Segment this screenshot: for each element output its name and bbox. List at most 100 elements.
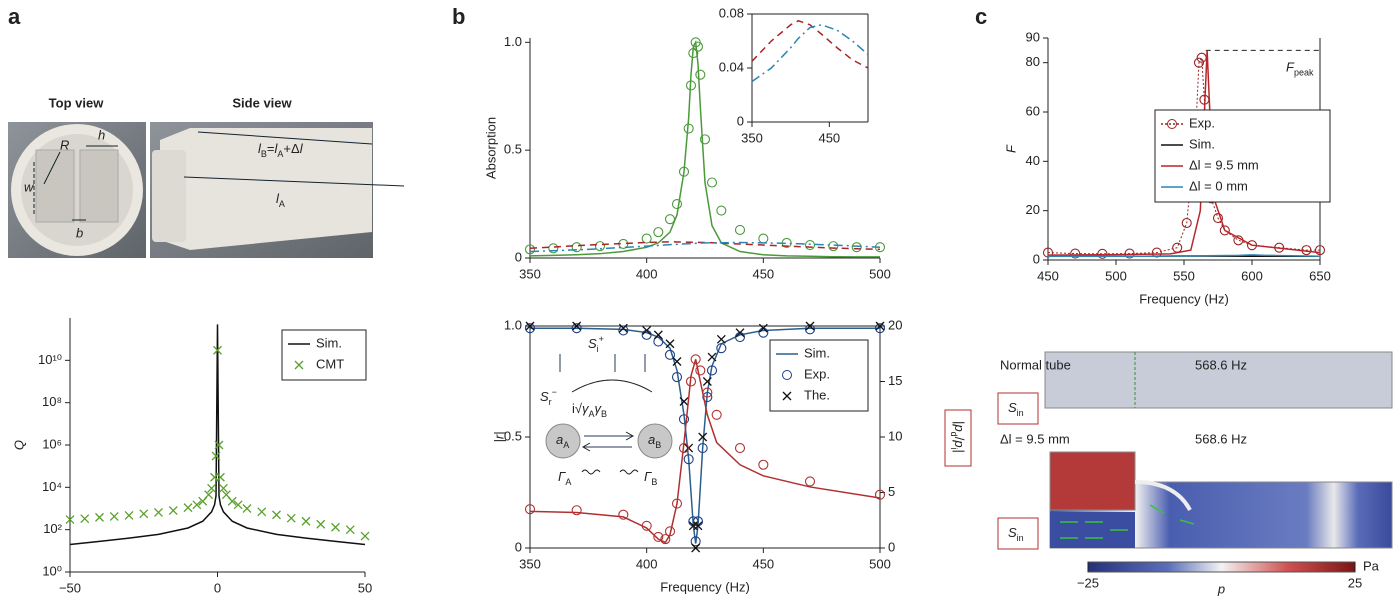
marker [804, 324, 816, 335]
marker [211, 451, 221, 461]
marker [875, 321, 885, 331]
y-tick-label: 0 [1033, 251, 1040, 266]
marker [734, 443, 746, 454]
field-label: Sin [1008, 525, 1024, 543]
marker [95, 512, 104, 522]
marker [571, 323, 582, 334]
label-part: S [1008, 400, 1017, 415]
diagram-label: Sr− [540, 387, 557, 407]
legend-swatch [782, 370, 792, 380]
x-tick-label: 500 [1105, 268, 1127, 283]
y-tick-label: 0 [515, 249, 522, 264]
series-line [69, 324, 366, 546]
x-tick-label: 550 [1173, 268, 1195, 283]
legend-box [769, 339, 869, 412]
x-tick-label: 450 [1037, 268, 1059, 283]
marker [716, 205, 727, 216]
y-tick-label: 10⁶ [42, 436, 62, 451]
marker [594, 241, 606, 252]
marker [524, 504, 536, 515]
marker [679, 397, 689, 406]
marker [699, 134, 711, 145]
label-part: A [279, 199, 285, 209]
marker [1314, 245, 1326, 256]
marker [301, 516, 311, 526]
x-tick-label: 400 [636, 266, 658, 281]
legend-box [1154, 109, 1331, 203]
marker [653, 531, 664, 542]
legend-swatch [294, 360, 304, 370]
series-line [1047, 50, 1321, 256]
label-part: γ [582, 401, 590, 416]
y-tick-label: 0.08 [719, 5, 744, 20]
marker [672, 357, 682, 366]
x-tick-label: 0 [214, 580, 221, 595]
label-part: | [952, 450, 967, 453]
y-axis-label: Q [11, 440, 26, 450]
series-line [529, 39, 880, 258]
photo-label: w [24, 179, 35, 194]
y-tick-label: 10⁴ [42, 479, 62, 494]
marker [695, 365, 706, 376]
x-tick-label: 650 [1309, 268, 1331, 283]
marker [204, 490, 214, 500]
marker [707, 352, 717, 362]
label-part: l [276, 191, 280, 206]
legend-label: Sim. [1189, 136, 1215, 151]
panel-label: b [452, 4, 465, 29]
marker [286, 513, 296, 523]
side-view-photo [150, 122, 405, 258]
diagram-label: i√γAγB [572, 401, 607, 419]
marker [874, 323, 886, 334]
y-tick-label: 0.5 [504, 142, 522, 157]
marker [1070, 248, 1081, 259]
diagram-label: ΓA [558, 469, 571, 487]
marker [139, 509, 149, 519]
label-part: a [556, 432, 563, 447]
y2-tick-label: 20 [888, 317, 902, 332]
marker [702, 377, 712, 386]
y2-tick-label: 5 [888, 484, 895, 499]
marker [706, 365, 718, 376]
y2-tick-label: 0 [888, 539, 895, 554]
label-part: γ [595, 401, 603, 416]
marker [734, 224, 746, 236]
marker [548, 243, 559, 254]
marker [653, 330, 663, 340]
field-label: Δl = 9.5 mm [1000, 431, 1070, 446]
colorbar-tick-label: 25 [1348, 575, 1362, 590]
panel-label: c [975, 4, 987, 29]
top-view-photo [8, 122, 146, 258]
marker [664, 214, 676, 225]
marker [233, 500, 243, 510]
legend-label: CMT [316, 356, 344, 371]
marker [80, 514, 90, 524]
x-tick-label: 500 [869, 266, 891, 281]
marker [213, 345, 222, 355]
marker [653, 227, 664, 238]
marker [758, 327, 769, 338]
marker [828, 241, 839, 252]
marker [331, 522, 340, 532]
photo-label: lB=lA+Δl [258, 141, 304, 159]
marker [207, 483, 217, 493]
marker [641, 329, 652, 340]
label-part: i√ [572, 401, 583, 416]
series-line [1048, 254, 1321, 258]
series-line [529, 359, 881, 544]
x-tick-label: 450 [818, 130, 840, 145]
marker [653, 336, 664, 347]
marker [716, 334, 726, 344]
series-line [529, 241, 881, 253]
marker [571, 242, 582, 253]
label-part: r [549, 397, 552, 407]
y-tick-label: 0 [737, 113, 744, 128]
x-tick-label: 600 [1241, 268, 1263, 283]
label-part: +Δ [283, 141, 300, 156]
colorbar [1087, 561, 1356, 573]
colorbar-unit: Pa [1363, 558, 1380, 573]
legend-box [281, 329, 367, 381]
marker [758, 323, 768, 333]
label-part: / [952, 437, 967, 441]
series-line [751, 19, 869, 69]
